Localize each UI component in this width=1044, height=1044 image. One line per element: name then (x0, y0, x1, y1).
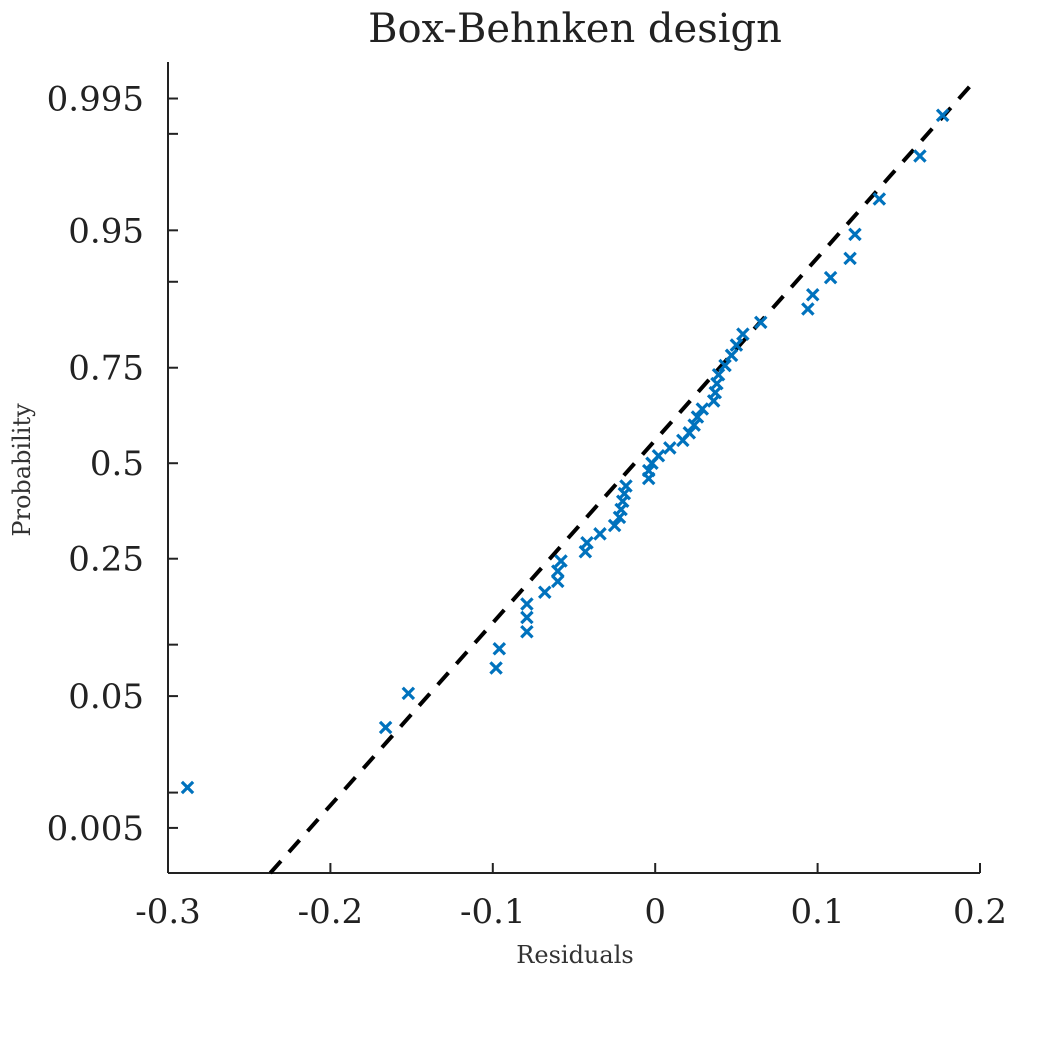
data-point (848, 227, 862, 242)
y-tick-label: 0.75 (68, 349, 144, 389)
y-tick-label: 0.995 (47, 80, 144, 120)
data-point (520, 597, 534, 611)
x-tick-label: -0.1 (460, 892, 526, 932)
data-point (690, 410, 705, 424)
data-point (718, 358, 732, 373)
data-point (580, 536, 594, 550)
x-tick-label: -0.3 (135, 892, 201, 932)
y-axis-label: Probability (8, 403, 36, 537)
data-point (872, 192, 887, 206)
data-point (180, 780, 195, 795)
data-point (724, 348, 739, 363)
data-point (550, 574, 565, 589)
data-point (607, 518, 622, 533)
data-point (538, 585, 552, 600)
data-point (554, 554, 568, 568)
data-point (401, 686, 416, 701)
data-point (550, 564, 565, 578)
data-point (695, 402, 710, 416)
x-tick-label: 0.2 (953, 892, 1007, 932)
x-tick-label: 0.1 (791, 892, 845, 932)
data-point (913, 149, 927, 163)
data-point (843, 251, 857, 266)
data-points (180, 108, 950, 795)
data-point (378, 720, 393, 735)
data-point (520, 624, 534, 639)
data-point (489, 661, 503, 675)
data-point (935, 108, 950, 123)
data-point (729, 338, 744, 352)
data-point (711, 367, 726, 382)
data-point (663, 441, 677, 455)
data-point (805, 287, 820, 302)
y-tick-label: 0.5 (90, 444, 144, 484)
data-point (687, 418, 701, 432)
data-point (682, 426, 697, 440)
data-point (520, 610, 534, 625)
reference-line (268, 77, 979, 875)
data-point (492, 642, 507, 656)
y-tick-label: 0.25 (68, 540, 144, 580)
data-point (651, 448, 666, 463)
y-tick-label: 0.005 (47, 809, 144, 849)
data-point (823, 270, 838, 285)
x-tick-label: -0.2 (298, 892, 364, 932)
y-tick-label: 0.95 (68, 211, 144, 251)
axes: -0.3 -0.2 -0.1 0 0.1 0.2 0.005 0.05 0.25 0.5 0.75 0… (47, 62, 1007, 932)
chart-title: Box-Behnken design (368, 6, 782, 52)
data-point (619, 479, 633, 493)
y-tick-label: 0.05 (68, 677, 144, 717)
data-point (736, 327, 750, 341)
x-tick-label: 0 (644, 892, 666, 932)
data-point (593, 527, 607, 541)
data-point (753, 315, 768, 330)
x-axis-label: Residuals (516, 941, 633, 969)
data-point (801, 302, 815, 316)
reference-line-group (268, 77, 979, 875)
